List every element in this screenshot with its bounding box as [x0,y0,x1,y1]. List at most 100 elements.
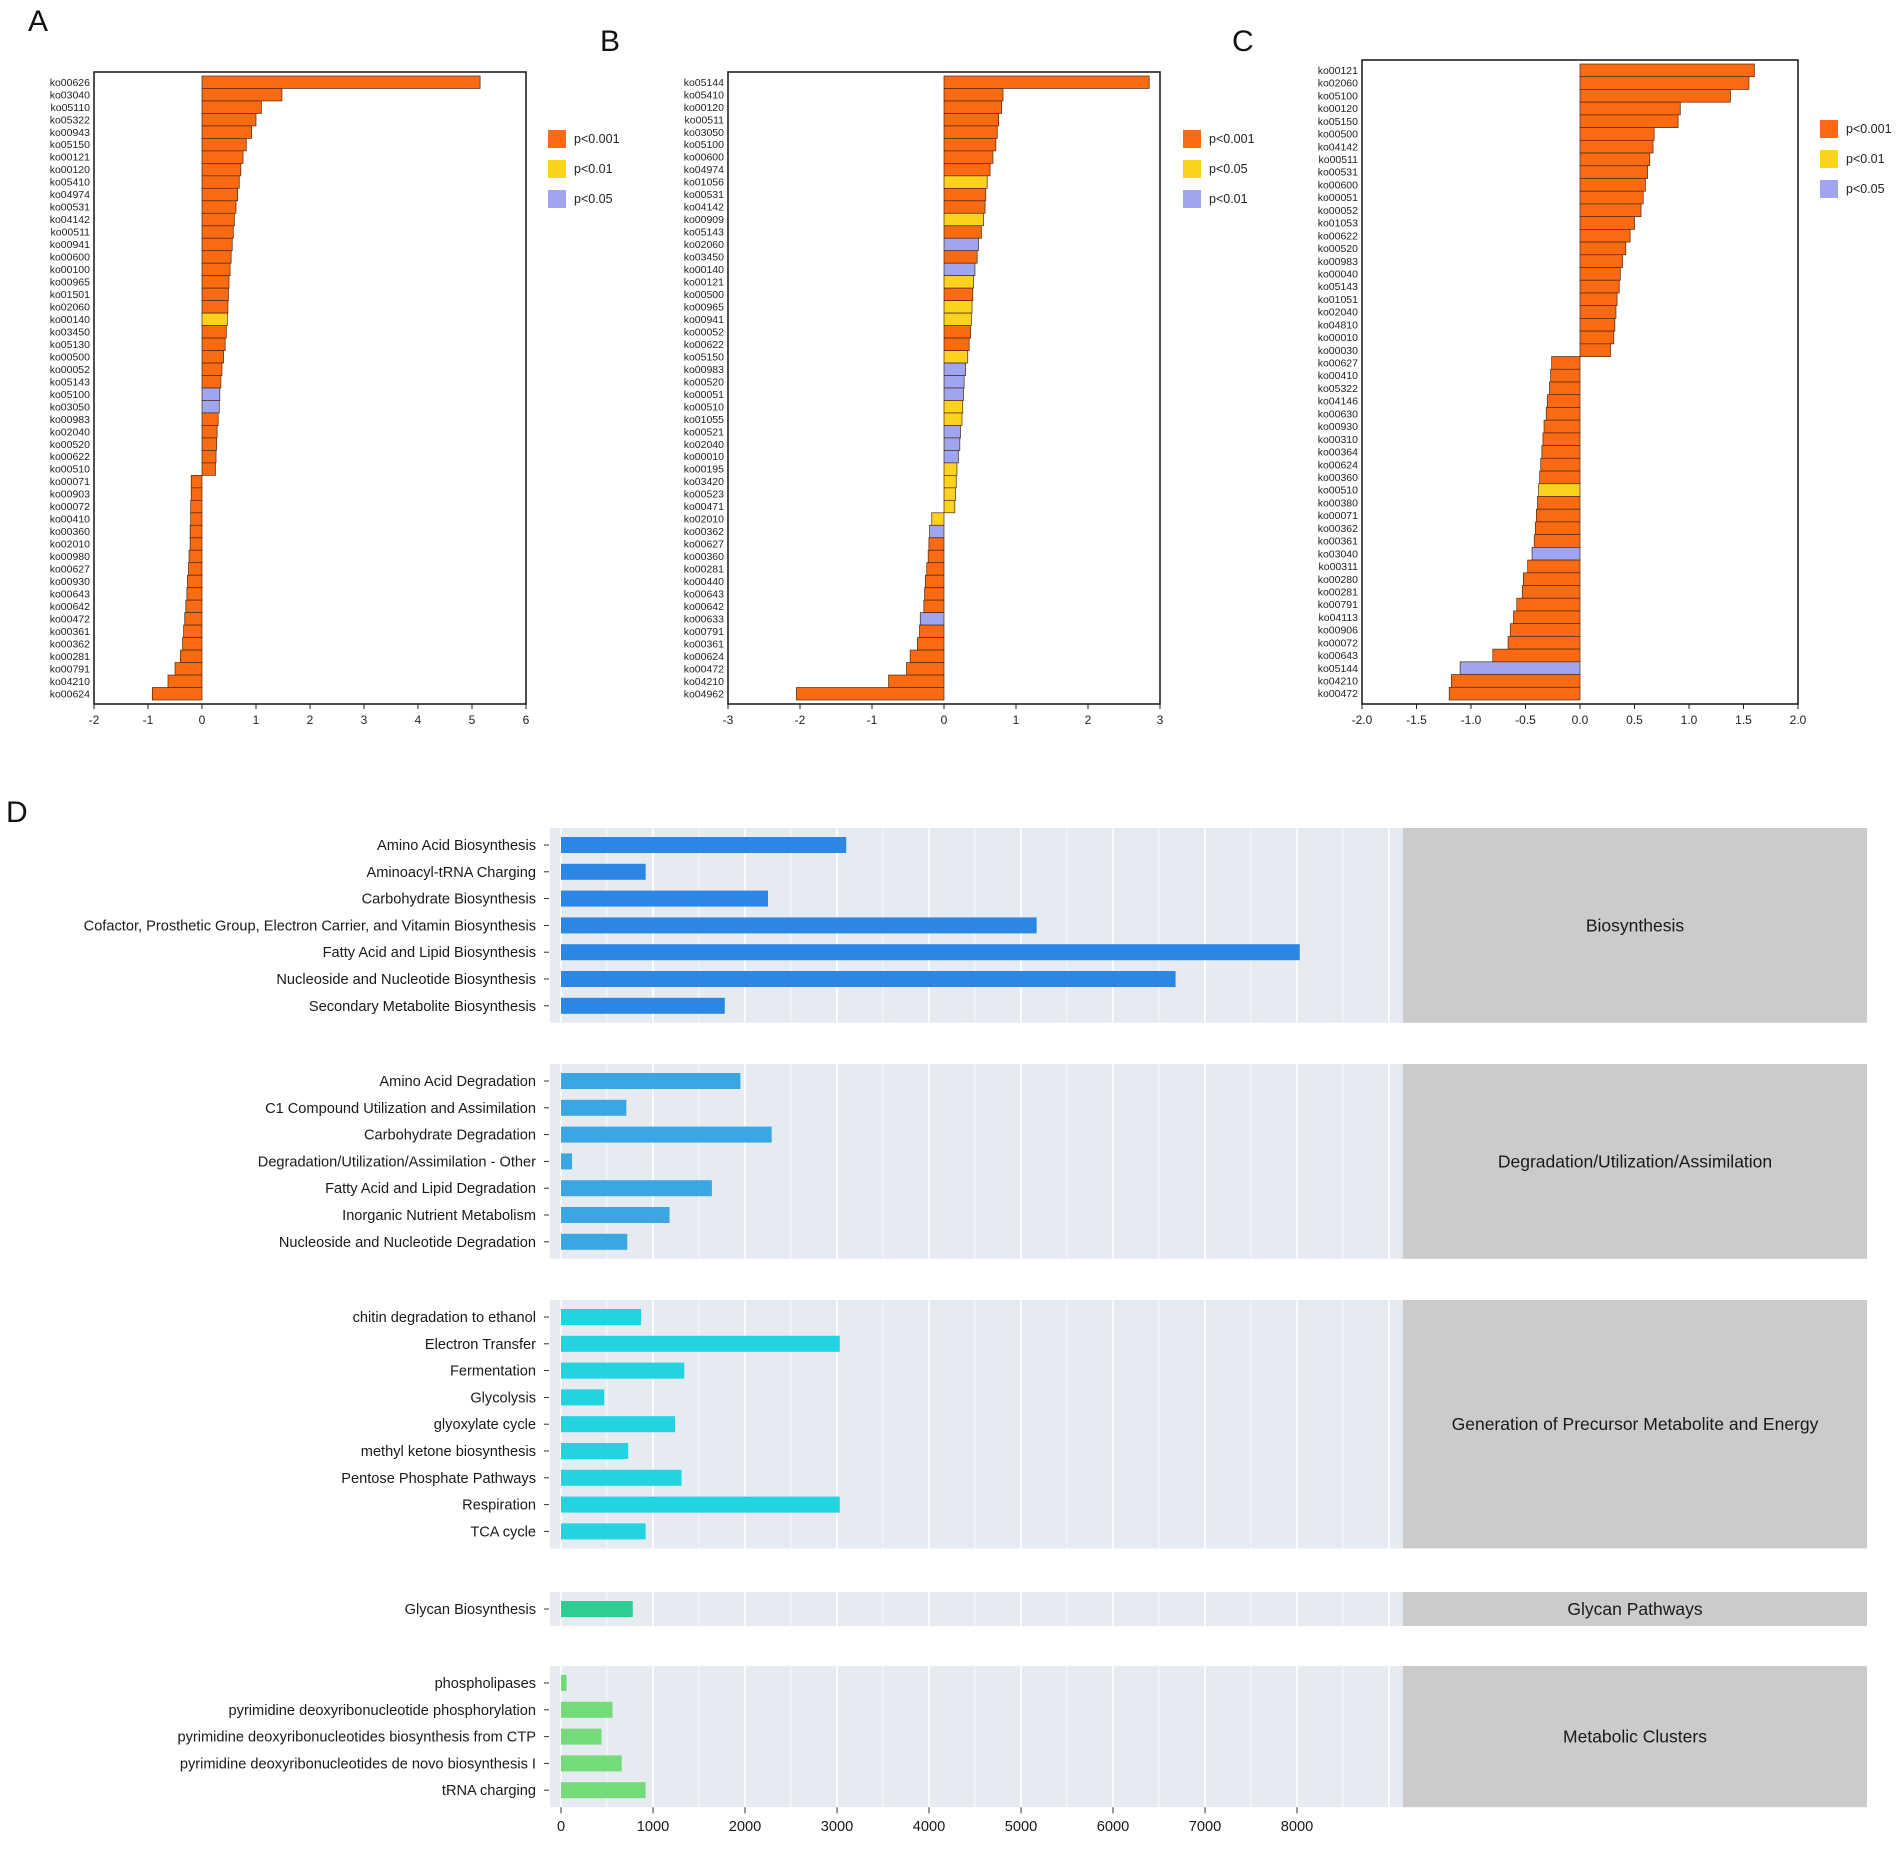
panel-b-category-label: ko05150 [684,351,724,363]
panel-b-category-label: ko00472 [684,663,724,675]
panel-a-category-label: ko00510 [50,464,90,476]
panel-a-category-label: ko05150 [50,139,90,151]
panel-c-category-label: ko00622 [1318,230,1358,242]
panel-b-category-label: ko00941 [684,314,724,326]
panel-c-bar [1507,636,1581,650]
panel-d-x-tick-label: 4000 [913,1819,945,1835]
panel-d-facet-3-strip-label: Generation of Precursor Metabolite and E… [1452,1414,1819,1434]
panel-c-category-label: ko00040 [1318,268,1358,280]
panel-d-category-label: Glycolysis [470,1390,536,1406]
panel-c-bar [1579,267,1621,281]
panel-b-bar [943,187,987,202]
panel-c-category-label: ko05150 [1318,116,1358,128]
panel-c-legend-label: p<0.05 [1846,182,1885,196]
panel-a-category-label: ko00052 [50,364,90,376]
panel-c-category-label: ko00052 [1318,205,1358,217]
panel-b-bar [943,312,972,326]
panel-b-category-label: ko00624 [684,651,724,663]
panel-c-bar [1579,318,1616,332]
panel-b-category-label: ko00511 [684,114,724,126]
panel-a-legend-label: p<0.01 [574,162,613,176]
panel-b-bar [943,325,971,339]
panel-a-bar [186,587,203,601]
panel-c-bar [1579,114,1679,128]
panel-d-category-label: Degradation/Utilization/Assimilation - O… [258,1154,536,1170]
panel-d-bar [561,1180,712,1197]
panel-d-category-label: chitin degradation to ethanol [353,1310,536,1326]
panel-c-category-label: ko00520 [1318,243,1358,255]
panel-b-bar [943,350,969,364]
panel-c-x-tick-label: 2.0 [1790,713,1807,727]
panel-a-x-tick-label: 4 [415,713,422,727]
panel-b-bar [943,200,986,214]
panel-a-category-label: ko04142 [50,214,90,226]
panel-d-bar [561,1443,629,1459]
panel-a-bar [189,524,203,539]
panel-a-x-tick-label: 2 [307,713,314,727]
panel-a-bar [190,512,203,526]
panel-a-category-label: ko00622 [50,451,90,463]
panel-d-bar [561,1728,602,1745]
panel-b-x-tick-label: -3 [723,713,734,727]
panel-b-bar [943,425,961,439]
panel-a-bar [201,462,216,476]
panel-b-category-label: ko02010 [684,514,724,526]
panel-a-x-tick-label: 5 [469,713,476,727]
panel-a-category-label: ko01501 [50,289,90,301]
panel-c-bar [1516,597,1581,612]
panel-c-category-label: ko00630 [1318,408,1358,420]
panel-a-category-label: ko00941 [50,239,90,251]
panel-d-category-label: Glycan Biosynthesis [405,1602,536,1618]
panel-b-x-tick-label: 3 [1157,713,1164,727]
panel-a-bar [180,649,203,663]
panel-b-bar [943,300,973,314]
panel-d-bar [561,944,1300,961]
panel-a-category-label: ko00500 [50,351,90,363]
panel-c-category-label: ko05144 [1318,663,1358,675]
panel-c-category-label: ko00281 [1318,586,1358,598]
panel-a-category-label: ko02010 [50,539,90,551]
panel-d-bar [561,917,1037,934]
panel-d-category-label: Secondary Metabolite Biosynthesis [309,999,536,1015]
panel-c-bar [1579,330,1615,345]
panel-c-legend-swatch [1820,120,1838,138]
panel-b-category-label: ko00523 [684,489,724,501]
panel-b-bar [943,163,991,177]
panel-b-category-label: ko00120 [684,102,724,114]
panel-c-category-label: ko03040 [1318,548,1358,560]
panel-c-bar [1459,661,1581,675]
panel-b-category-label: ko05410 [684,89,724,101]
panel-a-bar [201,225,234,239]
panel-a-category-label: ko04974 [50,189,90,201]
panel-d-x-tick-label: 6000 [1097,1819,1129,1835]
panel-a-category-label: ko00943 [50,127,90,139]
panel-d-category-label: pyrimidine deoxyribonucleotides biosynth… [177,1730,536,1746]
panel-a-bar [201,75,481,89]
panel-c-bar [1546,394,1581,408]
panel-d-category-label: methyl ketone biosynthesis [361,1444,536,1460]
panel-a-category-label: ko00600 [50,252,90,264]
panel-a-bar [190,499,203,514]
panel-c-category-label: ko00531 [1318,167,1358,179]
panel-b-bar [943,237,979,252]
panel-b-bar [943,250,978,264]
panel-c-category-label: ko04810 [1318,319,1358,331]
panel-c-bar [1492,648,1581,663]
panel-d-bar [561,1126,772,1143]
panel-b-bar [943,125,998,139]
panel-b-bar [943,462,958,476]
panel-c-x-tick-label: 0.5 [1626,713,1643,727]
panel-c-category-label: ko04210 [1318,676,1358,688]
panel-a-category-label: ko00121 [50,152,90,164]
panel-c-category-label: ko00791 [1318,599,1358,611]
panel-d-category-label: pyrimidine deoxyribonucleotides de novo … [180,1756,536,1772]
panel-a-bar [187,574,203,589]
panel-d-x-tick-label: 3000 [821,1819,853,1835]
panel-a-category-label: ko05100 [50,389,90,401]
panel-a-category-label: ko00965 [50,277,90,289]
panel-label-b: B [600,25,620,58]
panel-d-facet-2-strip-label: Degradation/Utilization/Assimilation [1498,1151,1772,1171]
panel-a-category-label: ko00140 [50,314,90,326]
panel-b-bar [906,662,945,676]
panel-c-bar [1542,432,1581,446]
